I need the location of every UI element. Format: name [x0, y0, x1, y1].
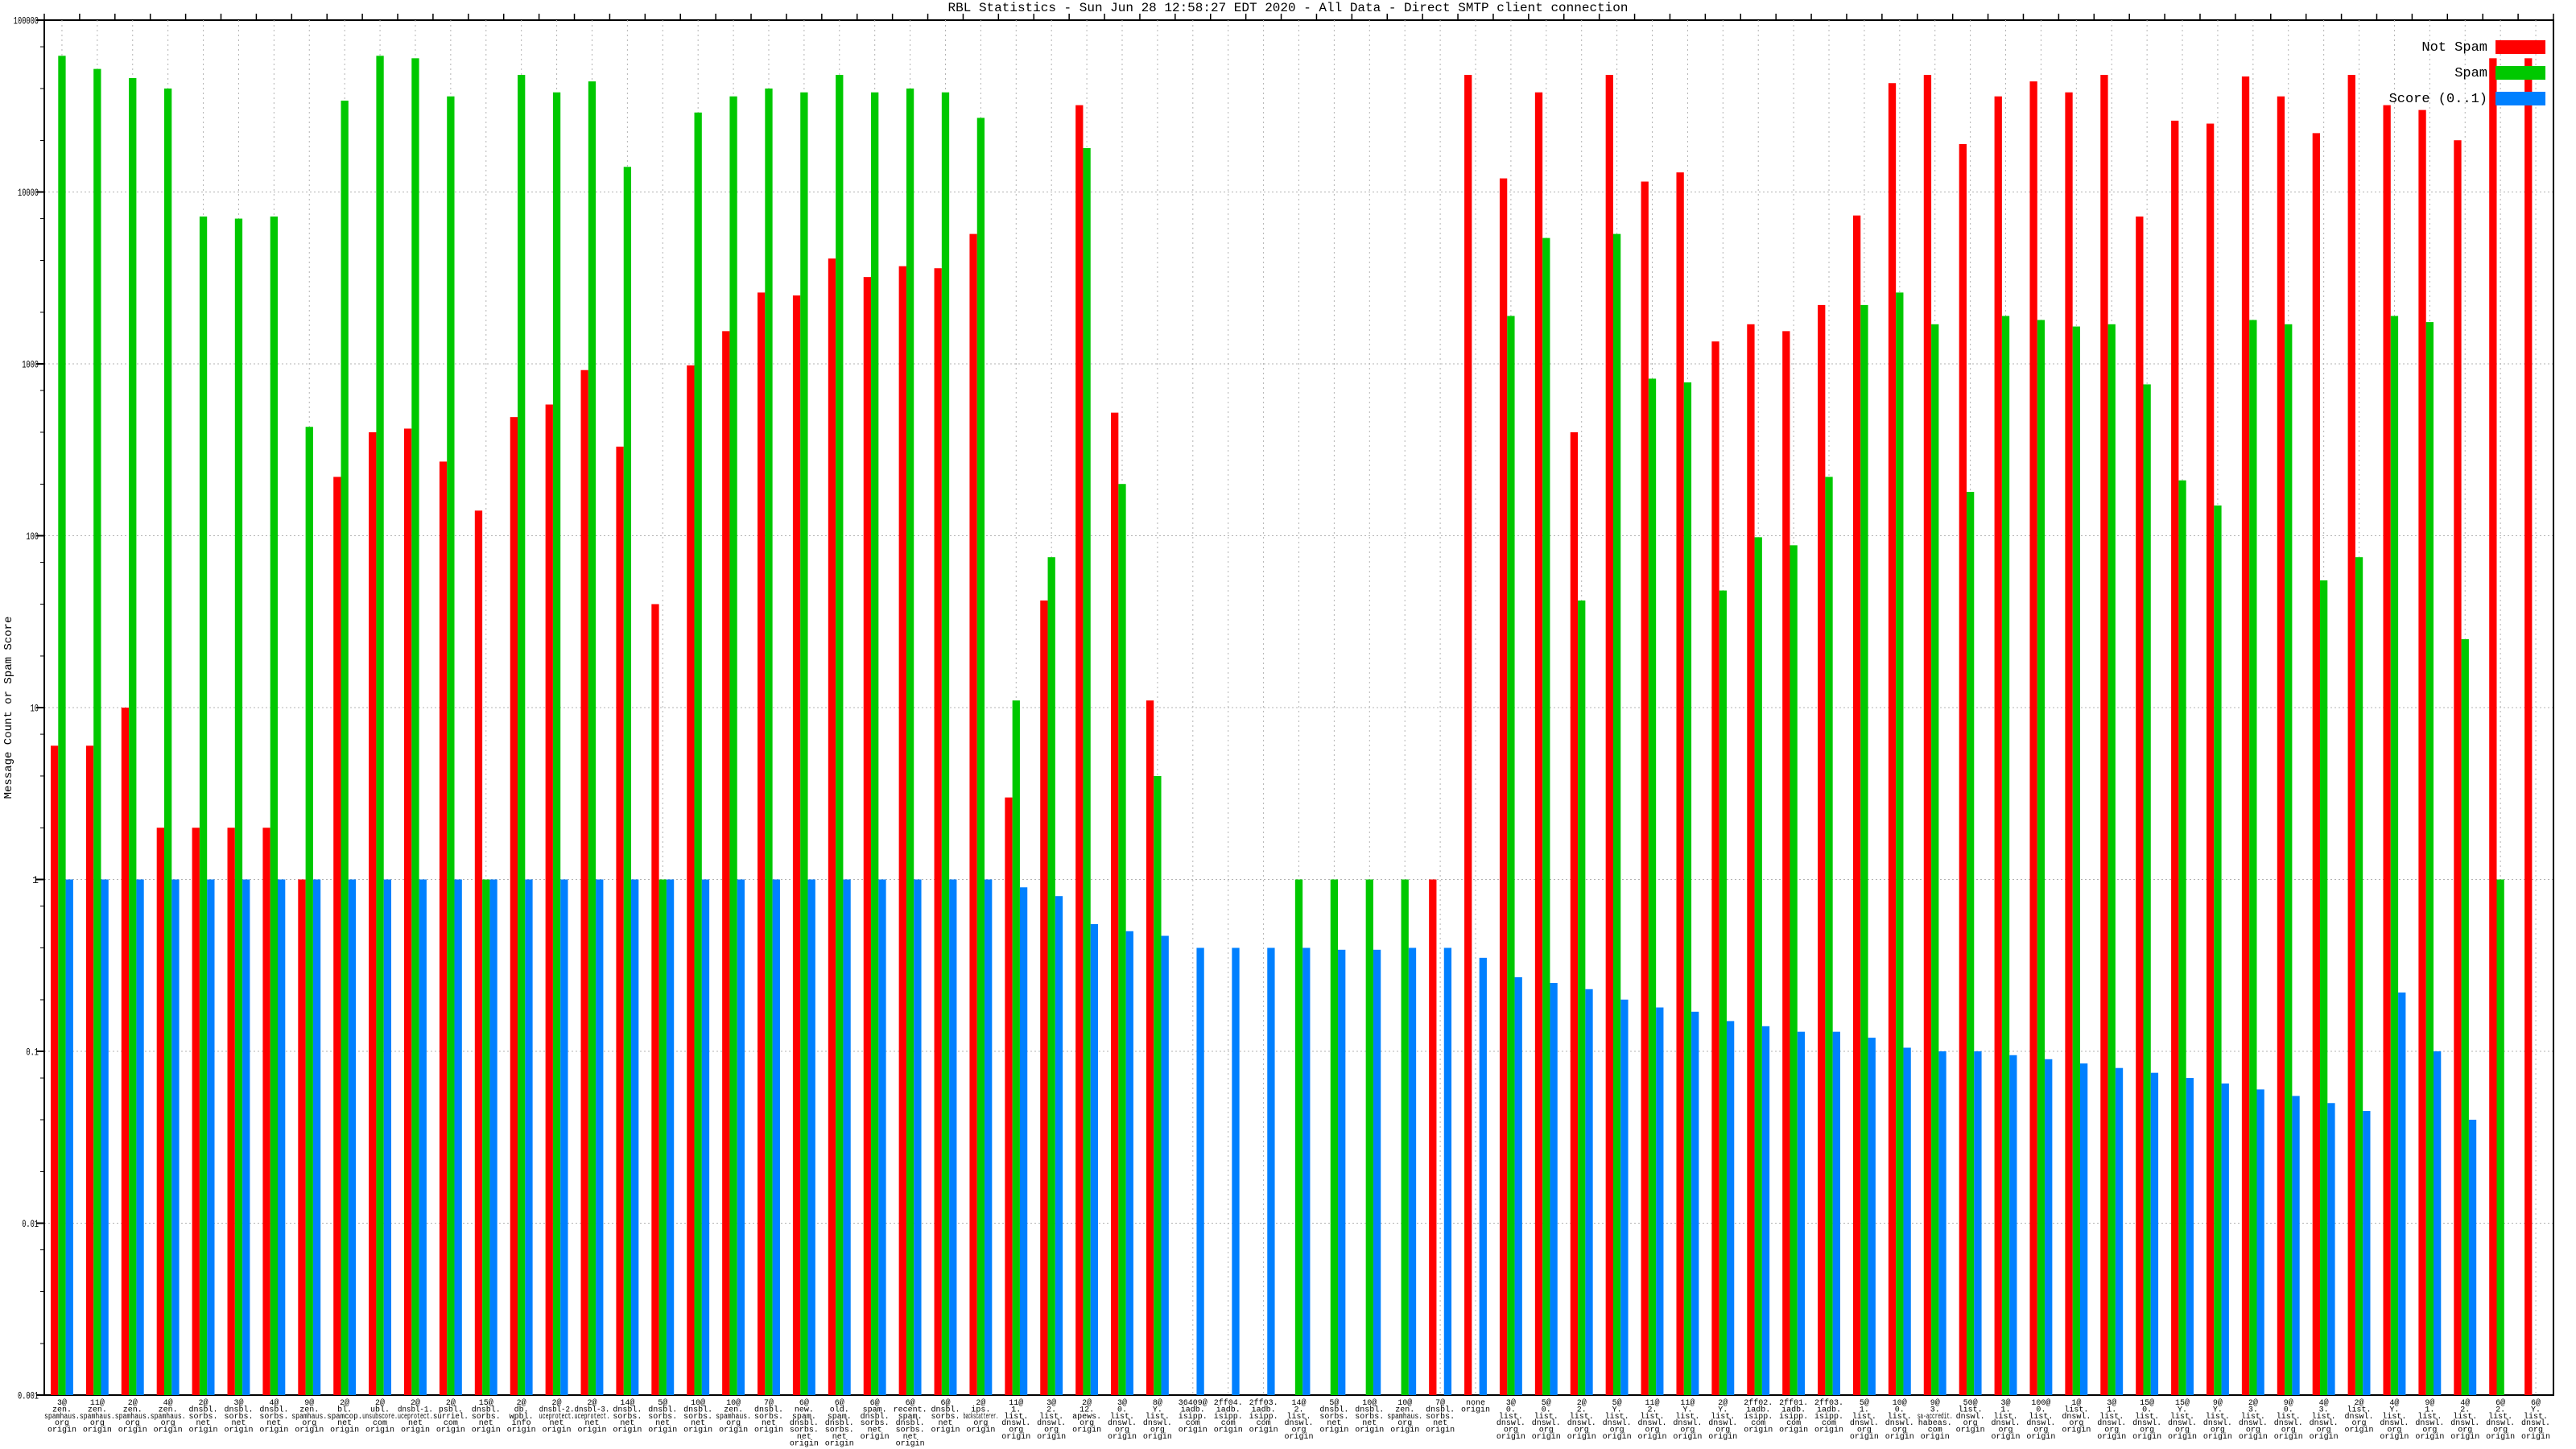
svg-text:origin: origin	[2132, 1432, 2161, 1442]
svg-text:1000: 1000	[22, 359, 39, 371]
svg-text:origin: origin	[1673, 1432, 1702, 1442]
svg-text:0.001: 0.001	[18, 1390, 39, 1402]
svg-text:origin: origin	[577, 1426, 606, 1435]
svg-text:1: 1	[32, 874, 39, 886]
svg-text:100: 100	[26, 530, 39, 543]
svg-text:origin: origin	[83, 1426, 112, 1435]
svg-text:origin: origin	[1814, 1426, 1843, 1435]
svg-text:origin: origin	[47, 1426, 76, 1435]
svg-text:origin: origin	[1108, 1432, 1137, 1442]
svg-text:origin: origin	[2168, 1432, 2197, 1442]
svg-text:0.1: 0.1	[26, 1046, 39, 1059]
svg-text:origin: origin	[2239, 1432, 2268, 1442]
svg-text:origin: origin	[472, 1426, 501, 1435]
svg-text:origin: origin	[507, 1426, 536, 1435]
svg-text:Score (0..1): Score (0..1)	[2389, 92, 2487, 107]
svg-text:origin: origin	[2521, 1432, 2550, 1442]
svg-text:origin: origin	[2450, 1432, 2479, 1442]
svg-text:origin: origin	[365, 1426, 394, 1435]
svg-text:origin: origin	[896, 1439, 925, 1448]
svg-text:origin: origin	[2062, 1426, 2091, 1435]
svg-text:origin: origin	[1603, 1432, 1632, 1442]
svg-text:origin: origin	[2380, 1432, 2409, 1442]
svg-text:origin: origin	[330, 1426, 359, 1435]
svg-text:origin: origin	[683, 1426, 712, 1435]
svg-text:10: 10	[31, 703, 39, 715]
svg-text:origin: origin	[1037, 1432, 1066, 1442]
svg-text:origin: origin	[118, 1426, 147, 1435]
svg-text:origin: origin	[543, 1426, 572, 1435]
svg-text:origin: origin	[401, 1426, 430, 1435]
svg-text:origin: origin	[1390, 1426, 1419, 1435]
svg-text:origin: origin	[436, 1426, 465, 1435]
svg-text:origin: origin	[1143, 1432, 1172, 1442]
svg-text:origin: origin	[1072, 1426, 1101, 1435]
svg-text:origin: origin	[2097, 1432, 2126, 1442]
svg-text:origin: origin	[1214, 1426, 1243, 1435]
svg-text:origin: origin	[1426, 1426, 1455, 1435]
svg-text:origin: origin	[648, 1426, 677, 1435]
svg-text:origin: origin	[825, 1439, 854, 1448]
svg-text:origin: origin	[1496, 1432, 1525, 1442]
svg-text:origin: origin	[189, 1426, 218, 1435]
svg-text:0.01: 0.01	[22, 1218, 39, 1230]
svg-text:origin: origin	[2026, 1432, 2055, 1442]
svg-text:origin: origin	[1284, 1432, 1313, 1442]
svg-text:origin: origin	[1567, 1432, 1596, 1442]
svg-text:origin: origin	[1885, 1432, 1914, 1442]
svg-text:origin: origin	[1779, 1426, 1808, 1435]
svg-text:10000: 10000	[18, 187, 39, 199]
svg-text:origin: origin	[1179, 1426, 1208, 1435]
svg-text:origin: origin	[1992, 1432, 2021, 1442]
svg-text:origin: origin	[1956, 1426, 1985, 1435]
svg-text:origin: origin	[2345, 1426, 2374, 1435]
svg-text:origin: origin	[1850, 1432, 1879, 1442]
svg-text:origin: origin	[224, 1426, 253, 1435]
svg-text:origin: origin	[1532, 1432, 1561, 1442]
svg-text:Not Spam: Not Spam	[2421, 40, 2487, 56]
svg-text:origin: origin	[2203, 1432, 2232, 1442]
svg-text:origin: origin	[861, 1432, 890, 1442]
svg-text:origin: origin	[295, 1426, 324, 1435]
svg-text:origin: origin	[1319, 1426, 1348, 1435]
svg-text:origin: origin	[2274, 1432, 2303, 1442]
svg-text:origin: origin	[1001, 1432, 1030, 1442]
svg-text:origin: origin	[2415, 1432, 2444, 1442]
svg-text:origin: origin	[259, 1426, 288, 1435]
svg-text:origin: origin	[966, 1426, 995, 1435]
svg-text:origin: origin	[154, 1426, 183, 1435]
svg-text:origin: origin	[1355, 1426, 1384, 1435]
svg-text:origin: origin	[1638, 1432, 1667, 1442]
svg-text:RBL Statistics - Sun Jun 28 12: RBL Statistics - Sun Jun 28 12:58:27 EDT…	[948, 1, 1629, 15]
svg-text:origin: origin	[790, 1439, 819, 1448]
svg-text:origin: origin	[2486, 1432, 2515, 1442]
svg-text:origin: origin	[1921, 1432, 1950, 1442]
svg-text:origin: origin	[1461, 1405, 1490, 1414]
svg-text:origin: origin	[1708, 1432, 1737, 1442]
svg-text:Message Count or Spam Score: Message Count or Spam Score	[2, 617, 15, 799]
svg-text:origin: origin	[613, 1426, 642, 1435]
svg-text:100000: 100000	[14, 15, 39, 27]
svg-text:origin: origin	[931, 1426, 960, 1435]
svg-text:origin: origin	[1249, 1426, 1278, 1435]
svg-text:origin: origin	[1744, 1426, 1773, 1435]
svg-text:origin: origin	[719, 1426, 748, 1435]
svg-text:origin: origin	[754, 1426, 783, 1435]
svg-text:Spam: Spam	[2454, 66, 2487, 81]
svg-text:origin: origin	[2310, 1432, 2339, 1442]
